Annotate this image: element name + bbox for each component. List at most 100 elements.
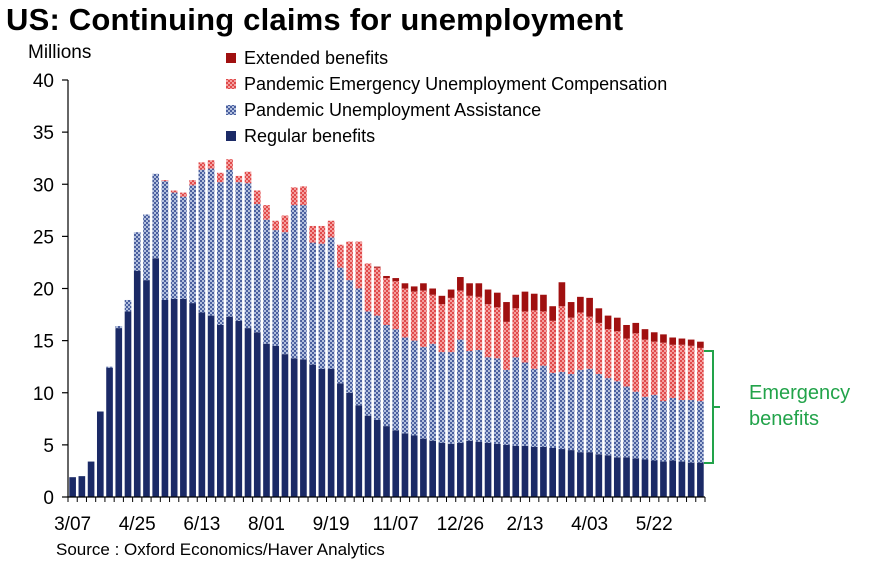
bar-segment-peuc (180, 192, 187, 197)
bar-segment-extended (457, 277, 464, 291)
bar-segment-pua (604, 378, 612, 456)
bar-stack (272, 220, 280, 497)
bar-segment-extended (484, 289, 492, 305)
bar-segment-pua (493, 358, 501, 444)
bar-segment-pua (549, 372, 556, 448)
bar-segment-regular (244, 328, 252, 497)
bar-segment-peuc (503, 321, 510, 370)
bar-stack (226, 159, 233, 497)
bar-stack (364, 263, 372, 497)
bar-segment-regular (78, 476, 86, 497)
bar-segment-pua (457, 339, 464, 443)
bar-stack (383, 275, 390, 497)
bar-segment-peuc (170, 190, 178, 193)
bar-segment-regular (669, 460, 677, 497)
bar-segment-pua (530, 368, 538, 447)
bar-segment-regular (373, 419, 381, 497)
bar-segment-regular (383, 426, 390, 497)
x-tick-label: 12/26 (437, 514, 485, 535)
bar-stack (401, 283, 409, 497)
bar-segment-peuc (586, 316, 593, 369)
bar-segment-regular (281, 354, 289, 497)
bar-segment-extended (420, 283, 427, 291)
bar-stack (207, 160, 215, 497)
bar-segment-regular (641, 459, 649, 497)
bar-segment-pua (198, 169, 206, 313)
bar-segment-regular (586, 452, 593, 497)
bar-stack (373, 266, 381, 497)
bar-segment-regular (69, 477, 76, 497)
bar-segment-extended (466, 283, 473, 296)
bar-stack (392, 278, 400, 497)
bar-segment-peuc (244, 171, 252, 184)
bar-segment-regular (577, 452, 584, 497)
bar-stack (253, 190, 261, 497)
bar-segment-peuc (558, 306, 566, 372)
bar-segment-pua (641, 396, 649, 460)
bar-segment-regular (475, 441, 483, 497)
bar-segment-pua (558, 371, 566, 450)
bar-stack (512, 294, 520, 497)
bar-stack (521, 291, 529, 497)
bar-segment-regular (687, 462, 695, 497)
bar-segment-peuc (309, 225, 316, 243)
bar-stack (290, 187, 298, 497)
bar-stack (530, 293, 538, 497)
bar-segment-extended (475, 283, 483, 297)
bar-segment-pua (244, 183, 252, 329)
bar-segment-peuc (410, 291, 418, 341)
chart-title: US: Continuing claims for unemployment (6, 2, 624, 37)
bar-segment-peuc (660, 342, 667, 402)
bar-stack (549, 306, 556, 497)
bar-segment-extended (392, 278, 400, 282)
legend-entry-pua: Pandemic Unemployment Assistance (244, 100, 541, 120)
bar-segment-pua (115, 326, 123, 329)
bar-segment-regular (198, 312, 206, 497)
bar-stack (124, 299, 132, 497)
bar-segment-extended (567, 302, 575, 318)
bar-segment-extended (669, 337, 677, 345)
bar-segment-regular (272, 345, 280, 497)
bar-segment-regular (226, 316, 233, 497)
bar-segment-regular (678, 461, 686, 497)
bar-stack (540, 294, 547, 497)
y-tick-label: 5 (43, 436, 54, 457)
bar-segment-peuc (438, 304, 446, 353)
bar-segment-regular (484, 442, 492, 497)
bar-segment-peuc (530, 310, 538, 369)
bar-segment-peuc (272, 220, 280, 231)
bar-stack (309, 225, 316, 497)
legend-entry-regular: Regular benefits (244, 126, 375, 146)
bar-segment-pua (309, 242, 316, 365)
bar-stack (503, 302, 510, 498)
bar-stack (466, 283, 473, 497)
bar-segment-pua (420, 346, 427, 439)
y-tick-label: 35 (33, 123, 54, 144)
bar-segment-peuc (512, 308, 520, 358)
bar-segment-peuc (290, 187, 298, 206)
bar-segment-pua (217, 182, 224, 325)
bar-segment-peuc (327, 220, 335, 238)
bar-segment-extended (697, 341, 704, 348)
bar-segment-regular (429, 440, 436, 497)
bar-segment-pua (355, 288, 363, 406)
bar-segment-peuc (318, 225, 326, 244)
bar-segment-regular (549, 448, 556, 497)
bar-segment-extended (641, 329, 649, 340)
bar-segment-extended (401, 283, 409, 289)
bar-segment-peuc (697, 347, 704, 402)
bar-stack (567, 302, 575, 497)
bar-segment-peuc (253, 190, 261, 205)
bar-stack (327, 220, 335, 497)
bar-segment-extended (438, 295, 446, 305)
bar-segment-pua (281, 232, 289, 355)
bar-segment-regular (401, 433, 409, 497)
bar-stack (660, 334, 667, 497)
bar-segment-pua (678, 400, 686, 462)
bar-segment-regular (493, 443, 501, 497)
bar-segment-pua (540, 365, 547, 447)
bar-segment-pua (475, 350, 483, 442)
bar-stack (595, 308, 603, 497)
bar-segment-pua (207, 168, 215, 316)
